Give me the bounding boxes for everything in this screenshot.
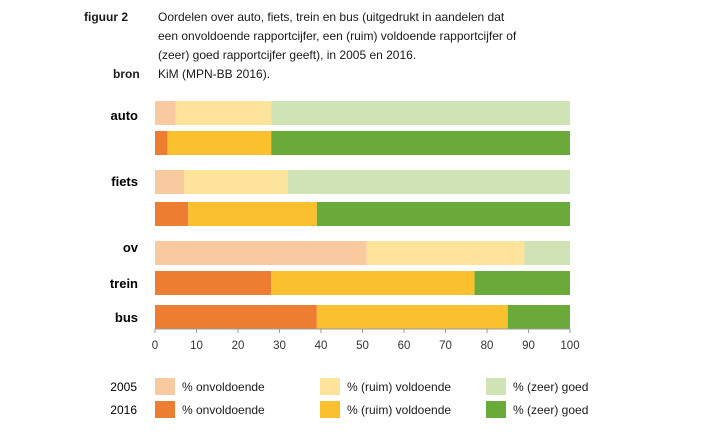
legend-swatch-2016-1 [155, 401, 175, 418]
x-tick-label-100: 100 [560, 340, 579, 352]
category-label-trein: trein [110, 276, 138, 291]
legend-label-2016-2: % (ruim) voldoende [347, 403, 451, 417]
category-label-ov: ov [123, 240, 139, 255]
x-tick-label-60: 60 [398, 340, 411, 352]
x-tick-label-10: 10 [190, 340, 203, 352]
legend-label-2016-3: % (zeer) goed [513, 403, 588, 417]
x-tick-label-50: 50 [356, 340, 369, 352]
bar-segment-auto-2005-2 [175, 101, 272, 125]
x-tick-label-30: 30 [273, 340, 286, 352]
bar-segment-ov-2005-2 [366, 241, 525, 265]
legend-swatch-2005-2 [320, 378, 340, 395]
bar-segment-trein-2016-3 [474, 271, 570, 295]
legend-label-2005-1: % onvoldoende [182, 380, 265, 394]
x-tick-label-90: 90 [522, 340, 535, 352]
bar-segment-bus-2016-2 [316, 305, 508, 329]
figure-title: Oordelen over auto, fiets, trein en bus … [158, 10, 517, 62]
bar-segment-fiets-2005-2 [184, 170, 288, 194]
legend-year-2016: 2016 [110, 403, 137, 417]
legend-swatch-2016-3 [486, 401, 506, 418]
bar-segment-fiets-2005-3 [287, 170, 570, 194]
category-label-bus: bus [115, 310, 138, 325]
bar-segment-auto-2016-2 [167, 131, 272, 155]
bar-segment-ov-2005-1 [155, 241, 367, 265]
bar-segment-trein-2016-2 [271, 271, 475, 295]
bar-segment-auto-2016-3 [271, 131, 570, 155]
x-tick-label-20: 20 [232, 340, 245, 352]
bar-segment-bus-2016-1 [155, 305, 317, 329]
legend-swatch-2005-1 [155, 378, 175, 395]
legend-year-2005: 2005 [110, 380, 137, 394]
legend-swatch-2005-3 [486, 378, 506, 395]
figure-label: figuur 2 [84, 10, 128, 24]
bar-segment-auto-2016-1 [155, 131, 168, 155]
source-label: bron [113, 67, 140, 81]
x-tick-label-80: 80 [481, 340, 494, 352]
legend-label-2005-2: % (ruim) voldoende [347, 380, 451, 394]
bar-segment-trein-2016-1 [155, 271, 272, 295]
legend-swatch-2016-2 [320, 401, 340, 418]
x-tick-label-70: 70 [439, 340, 452, 352]
category-label-fiets: fiets [111, 174, 138, 189]
bar-segment-auto-2005-3 [271, 101, 570, 125]
legend-label-2016-1: % onvoldoende [182, 403, 265, 417]
legend-label-2005-3: % (zeer) goed [513, 380, 588, 394]
x-tick-label-40: 40 [315, 340, 328, 352]
bar-segment-auto-2005-1 [155, 101, 176, 125]
bar-segment-fiets-2005-1 [155, 170, 185, 194]
bar-segment-ov-2005-3 [524, 241, 570, 265]
bar-segment-fiets-2016-2 [188, 202, 317, 226]
x-tick-label-0: 0 [152, 340, 158, 352]
bar-segment-fiets-2016-3 [316, 202, 570, 226]
bar-segment-fiets-2016-1 [155, 202, 189, 226]
category-label-auto: auto [111, 108, 139, 123]
source-text: KiM (MPN-BB 2016). [158, 67, 271, 81]
bar-segment-bus-2016-3 [507, 305, 570, 329]
